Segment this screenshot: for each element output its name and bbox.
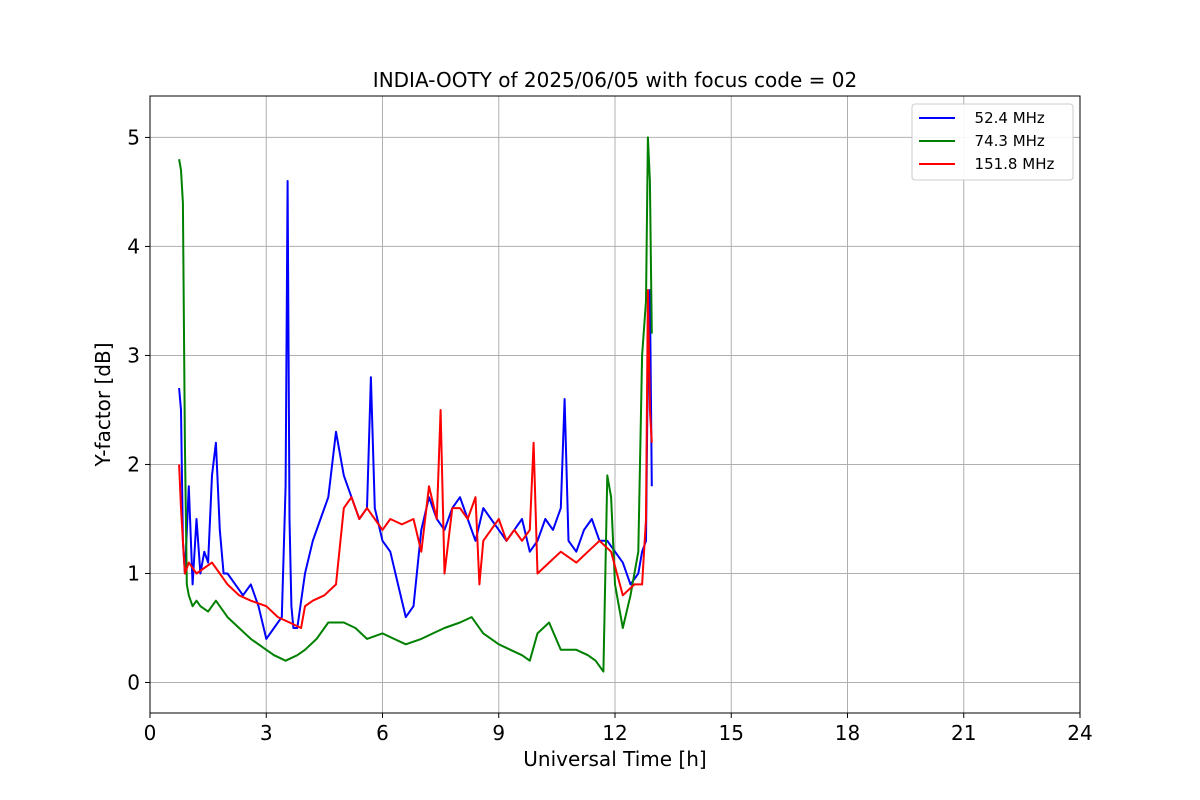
x-tick-label: 6 — [376, 721, 389, 745]
series-line-2 — [178, 289, 653, 629]
x-tick-label: 12 — [602, 721, 627, 745]
series-line-1 — [178, 136, 653, 673]
x-tick-label: 9 — [492, 721, 505, 745]
y-tick-label: 1 — [127, 561, 140, 585]
x-tick-label: 18 — [835, 721, 860, 745]
series-line-0 — [178, 180, 653, 640]
y-tick-label: 3 — [127, 343, 140, 367]
chart-title: INDIA-OOTY of 2025/06/05 with focus code… — [373, 68, 857, 92]
y-tick-label: 5 — [127, 125, 140, 149]
legend-label-0: 52.4 MHz — [965, 109, 1045, 127]
x-tick-label: 0 — [144, 721, 157, 745]
series-layer — [178, 136, 653, 673]
legend-label-2: 151.8 MHz — [965, 155, 1054, 173]
x-tick-label: 3 — [260, 721, 273, 745]
legend-label-1: 74.3 MHz — [965, 132, 1045, 150]
x-tick-label: 15 — [719, 721, 744, 745]
x-axis-label: Universal Time [h] — [523, 747, 706, 771]
x-tick-label: 24 — [1067, 721, 1092, 745]
x-tick-label: 21 — [951, 721, 976, 745]
y-axis-label: Y-factor [dB] — [91, 342, 115, 467]
y-tick-label: 4 — [127, 234, 140, 258]
y-tick-label: 0 — [127, 670, 140, 694]
y-tick-label: 2 — [127, 452, 140, 476]
legend-box — [911, 103, 1074, 181]
legend: 52.4 MHz 74.3 MHz 151.8 MHz — [911, 103, 1074, 181]
